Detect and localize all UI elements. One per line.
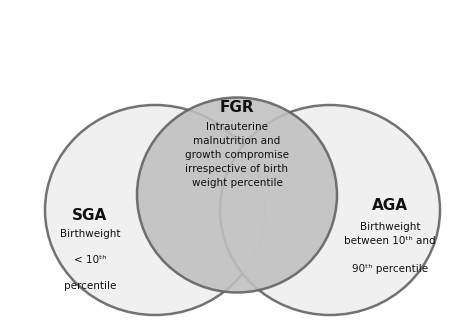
Text: AGA: AGA xyxy=(372,198,408,213)
Ellipse shape xyxy=(137,97,337,292)
Text: Intrauterine
malnutrition and
growth compromise
irrespective of birth
weight per: Intrauterine malnutrition and growth com… xyxy=(185,122,289,188)
Text: FGR: FGR xyxy=(219,100,255,115)
Ellipse shape xyxy=(45,105,265,315)
Text: Birthweight

< 10ᵗʰ

percentile: Birthweight < 10ᵗʰ percentile xyxy=(60,229,120,291)
Text: SGA: SGA xyxy=(73,208,108,223)
Ellipse shape xyxy=(220,105,440,315)
Text: Birthweight
between 10ᵗʰ and

90ᵗʰ percentile: Birthweight between 10ᵗʰ and 90ᵗʰ percen… xyxy=(344,222,436,274)
